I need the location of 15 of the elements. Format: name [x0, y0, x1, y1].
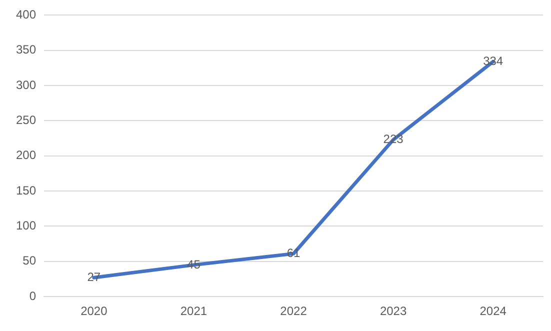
y-tick-label: 400 [16, 8, 36, 22]
x-tick-label: 2023 [380, 304, 407, 318]
y-tick-label: 250 [16, 113, 36, 128]
data-label: 334 [483, 54, 504, 68]
y-tick-label: 350 [16, 42, 36, 57]
y-tick-label: 150 [16, 183, 36, 198]
y-tick-label: 50 [22, 254, 36, 268]
x-tick-label: 2024 [480, 304, 507, 318]
y-tick-label: 200 [16, 148, 36, 162]
x-tick-label: 2022 [280, 304, 308, 318]
x-tick-label: 2021 [180, 304, 208, 318]
y-tick-label: 0 [29, 288, 36, 303]
x-tick-label: 2020 [80, 304, 108, 318]
y-tick-label: 300 [16, 78, 36, 92]
y-tick-label: 100 [16, 218, 36, 233]
